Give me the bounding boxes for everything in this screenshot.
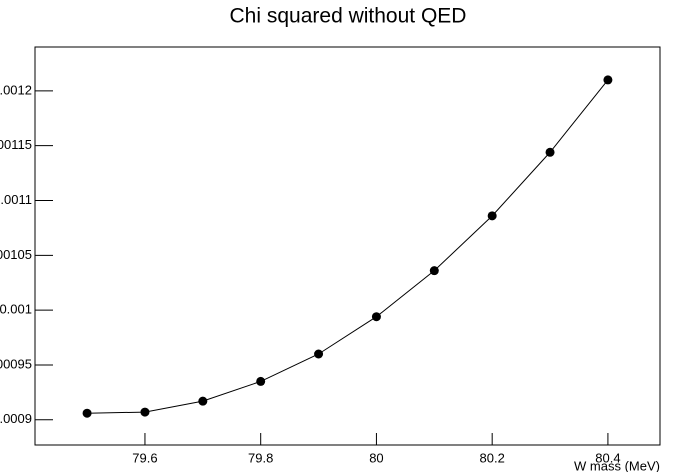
x-tick-label: 79.6 <box>132 450 157 465</box>
data-point <box>603 75 613 85</box>
x-tick-label: 80 <box>369 450 383 465</box>
data-point <box>314 349 324 359</box>
data-point <box>82 408 92 418</box>
y-tick-label: 0.00115 <box>0 137 32 152</box>
data-point <box>371 312 381 322</box>
x-tick-label: 80.4 <box>595 450 620 465</box>
y-tick-label: 0.0012 <box>0 82 32 97</box>
data-point <box>140 407 150 417</box>
y-tick-label: 0.00095 <box>0 356 32 371</box>
y-tick-label: 0.001 <box>0 302 32 317</box>
data-point <box>545 147 555 157</box>
y-tick-label: 0.0009 <box>0 411 32 426</box>
data-point <box>198 396 208 406</box>
y-tick-label: 0.00105 <box>0 247 32 262</box>
x-tick-label: 80.2 <box>480 450 505 465</box>
series-line <box>87 79 609 414</box>
data-point <box>256 376 266 386</box>
plot-frame <box>34 46 661 446</box>
data-point <box>429 266 439 276</box>
data-point <box>487 211 497 221</box>
chart-title: Chi squared without QED <box>230 5 467 28</box>
x-tick-label: 79.8 <box>248 450 273 465</box>
x-axis-label: W mass (MeV) <box>574 458 660 472</box>
y-tick-label: 0.0011 <box>0 192 32 207</box>
